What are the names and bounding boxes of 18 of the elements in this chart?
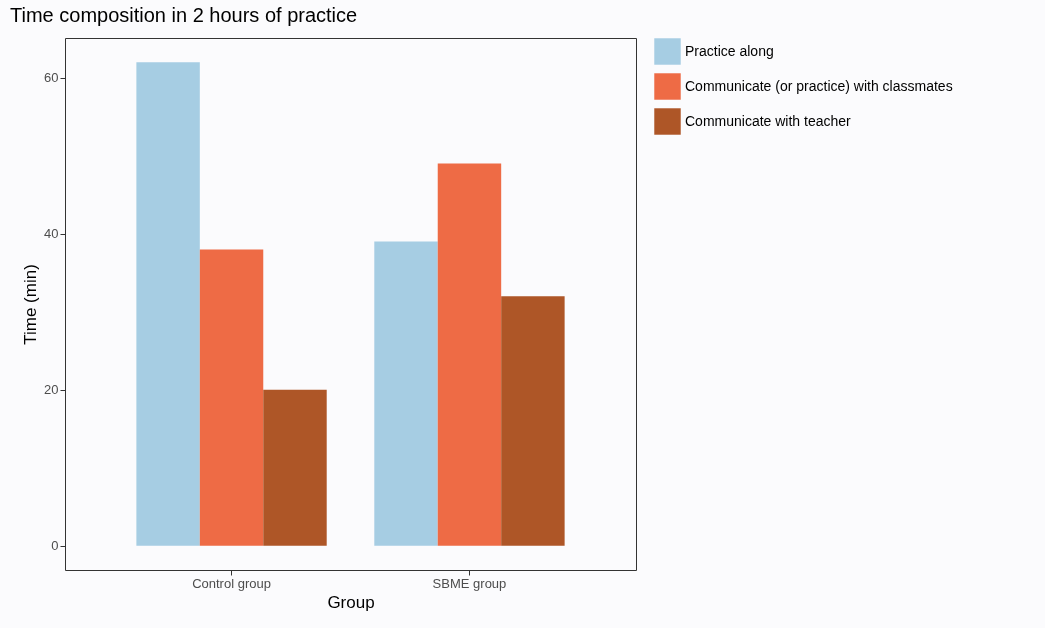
y-tick-label: 20 bbox=[44, 382, 59, 398]
bar bbox=[374, 241, 438, 546]
y-axis-title: Time (min) bbox=[21, 264, 41, 345]
x-axis-title: Group bbox=[327, 592, 375, 612]
legend-label: Communicate (or practice) with classmates bbox=[685, 77, 953, 94]
y-tick-label: 40 bbox=[44, 226, 59, 242]
bar bbox=[263, 389, 327, 546]
bar bbox=[501, 296, 565, 546]
y-tick-label: 0 bbox=[51, 538, 59, 554]
y-tick-label: 60 bbox=[44, 70, 59, 86]
legend-label: Communicate with teacher bbox=[685, 112, 852, 129]
bar bbox=[437, 163, 502, 546]
legend-label: Practice along bbox=[685, 42, 774, 59]
bar bbox=[136, 62, 200, 546]
chart-title: Time composition in 2 hours of practice bbox=[10, 4, 358, 26]
bar bbox=[199, 249, 264, 546]
x-tick-label: SBME group bbox=[432, 575, 507, 591]
x-tick-label: Control group bbox=[192, 575, 271, 591]
